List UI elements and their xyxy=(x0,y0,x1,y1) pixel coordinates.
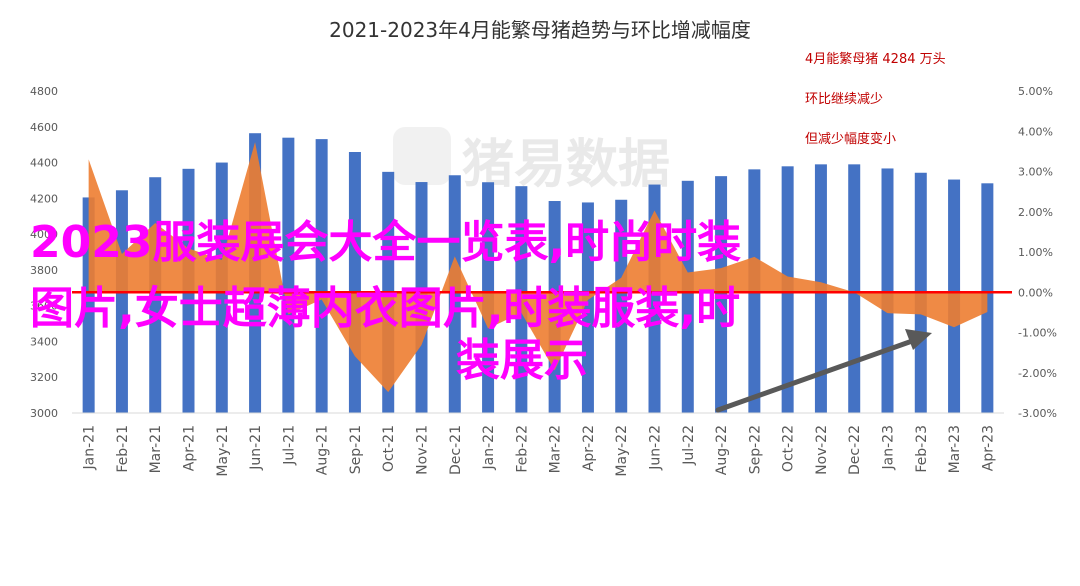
y-right-tick-label: 3.00% xyxy=(1018,166,1053,179)
y-right-tick-label: 0.00% xyxy=(1018,286,1053,299)
x-tick-label: Jun-21 xyxy=(248,425,264,471)
x-tick-label: Nov-22 xyxy=(814,425,830,475)
y-left-tick-label: 3200 xyxy=(30,371,58,384)
watermark-text: 猪易数据 xyxy=(462,135,670,195)
overlay-text-line-3: 装展示 xyxy=(456,335,588,386)
bar xyxy=(715,176,728,413)
x-tick-label: Dec-22 xyxy=(847,425,863,475)
x-tick-label: Feb-22 xyxy=(514,425,530,473)
y-right-tick-label: -1.00% xyxy=(1018,327,1057,340)
y-right-tick-label: 1.00% xyxy=(1018,246,1053,259)
x-tick-label: Aug-21 xyxy=(315,425,331,475)
y-left-tick-label: 4600 xyxy=(30,121,58,134)
x-tick-label: Jan-23 xyxy=(881,425,897,470)
x-tick-label: May-22 xyxy=(614,425,630,477)
x-tick-label: Dec-21 xyxy=(448,425,464,475)
x-tick-label: Feb-23 xyxy=(914,425,930,473)
bar xyxy=(848,164,861,413)
annotation-2: 环比继续减少 xyxy=(805,92,883,107)
y-left-tick-label: 3400 xyxy=(30,335,58,348)
watermark: 猪易数据 xyxy=(393,127,670,195)
x-tick-label: Jun-22 xyxy=(648,425,664,471)
y-right-tick-label: 4.00% xyxy=(1018,125,1053,138)
x-tick-label: Jan-22 xyxy=(481,425,497,470)
bar xyxy=(448,175,461,413)
x-tick-label: Apr-23 xyxy=(980,425,996,471)
x-tick-label: Mar-23 xyxy=(947,425,963,473)
y-right-tick-label: -3.00% xyxy=(1018,407,1057,420)
trend-arrow-icon xyxy=(715,329,932,413)
x-tick-label: Mar-22 xyxy=(548,425,564,473)
x-tick-label: May-21 xyxy=(215,425,231,477)
x-tick-label: Mar-21 xyxy=(148,425,164,473)
x-tick-label: Sep-21 xyxy=(348,425,364,474)
bar xyxy=(282,137,295,413)
watermark-logo-icon xyxy=(393,127,451,185)
area-series xyxy=(88,142,988,393)
x-tick-label: Apr-22 xyxy=(581,425,597,471)
bar xyxy=(315,139,328,414)
chart-title: 2021-2023年4月能繁母猪趋势与环比增减幅度 xyxy=(329,18,751,42)
y-left-tick-label: 3800 xyxy=(30,264,58,277)
overlay-text-line-2: 图片,女士超薄内衣图片,时装服装,时 xyxy=(30,283,740,334)
y-axis-left: 3000 3200 3400 3600 3800 4000 4200 4400 4600 4800 xyxy=(30,85,58,420)
y-left-tick-label: 4400 xyxy=(30,157,58,170)
annotation-3: 但减少幅度变小 xyxy=(805,131,896,147)
x-tick-label: Jul-22 xyxy=(681,425,697,466)
x-tick-label: Apr-21 xyxy=(182,425,198,471)
x-axis-ticks: Jan-21 Feb-21 Mar-21 Apr-21 May-21 Jun-21 Jul-… xyxy=(82,425,997,477)
x-tick-label: Oct-21 xyxy=(381,425,397,472)
x-tick-label: Jul-21 xyxy=(281,425,297,466)
y-left-tick-label: 4200 xyxy=(30,192,58,205)
y-right-tick-label: 2.00% xyxy=(1018,206,1053,219)
y-axis-right: -3.00% -2.00% -1.00% 0.00% 1.00% 2.00% 3.00% 4.… xyxy=(1018,85,1057,420)
x-tick-label: Aug-22 xyxy=(714,425,730,475)
y-left-tick-label: 4800 xyxy=(30,85,58,98)
x-tick-label: Jan-21 xyxy=(82,425,98,470)
x-tick-label: Sep-22 xyxy=(747,425,763,474)
y-left-tick-label: 3600 xyxy=(30,300,58,313)
bar xyxy=(581,202,594,413)
bar xyxy=(881,168,894,413)
y-left-tick-label: 4000 xyxy=(30,228,58,241)
x-tick-label: Oct-22 xyxy=(781,425,797,472)
y-right-tick-label: -2.00% xyxy=(1018,367,1057,380)
y-right-tick-label: 5.00% xyxy=(1018,85,1053,98)
bar xyxy=(681,180,694,413)
y-left-tick-label: 3000 xyxy=(30,407,58,420)
overlay-text-line-1: 2023服装展会大全一览表,时尚时装 xyxy=(30,217,741,268)
bar xyxy=(615,199,628,413)
x-tick-label: Feb-21 xyxy=(115,425,131,473)
annotation-1: 4月能繁母猪 4284 万头 xyxy=(805,51,946,67)
x-tick-label: Nov-21 xyxy=(415,425,431,475)
